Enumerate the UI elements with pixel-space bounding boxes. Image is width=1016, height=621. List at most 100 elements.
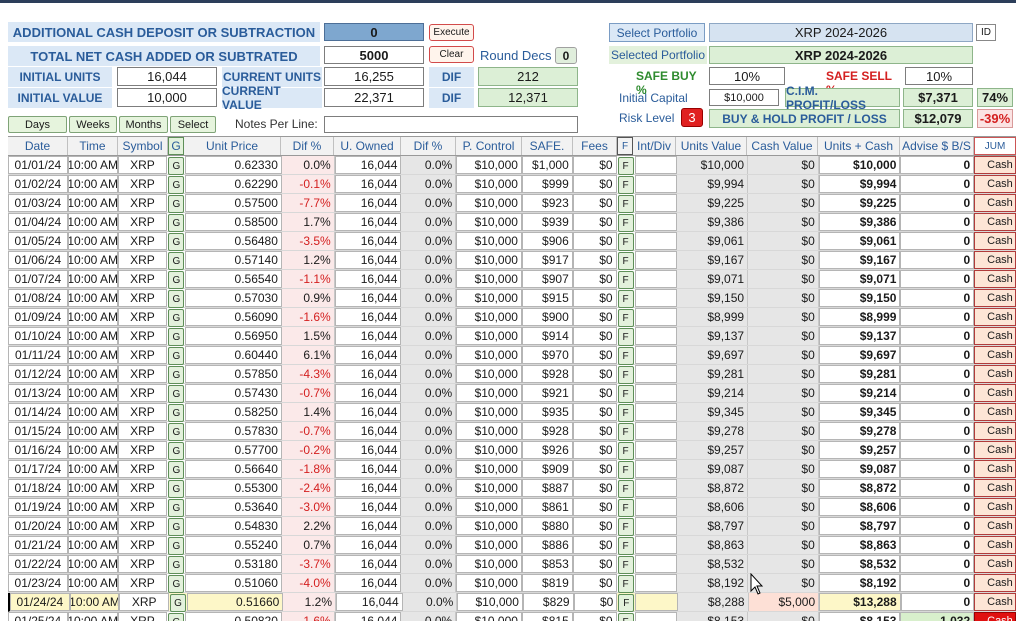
row-unit-price[interactable]: 0.58500	[185, 213, 282, 231]
row-g-button[interactable]: G	[168, 157, 185, 175]
row-units-owned[interactable]: 16,044	[334, 460, 402, 478]
row-time[interactable]: 10:00 AM	[67, 232, 118, 250]
row-f-button[interactable]: F	[617, 233, 634, 251]
row-symbol[interactable]: XRP	[117, 555, 168, 573]
row-int-div[interactable]	[634, 365, 678, 383]
row-units-owned[interactable]: 16,044	[334, 479, 402, 497]
row-safe[interactable]: $928	[521, 422, 573, 440]
row-f-button[interactable]: F	[617, 575, 634, 593]
row-p-control[interactable]: $10,000	[456, 251, 522, 269]
row-int-div[interactable]	[634, 555, 678, 573]
table-row[interactable]: 01/07/24 10:00 AM XRP G 0.56540 -1.1% 16,044 0.…	[8, 270, 1016, 289]
safe-sell-input[interactable]: 10%	[905, 67, 973, 85]
row-units-owned[interactable]: 16,044	[334, 308, 402, 326]
row-int-div[interactable]	[634, 422, 678, 440]
select-portfolio-button[interactable]: Select Portfolio	[609, 23, 705, 42]
row-fees[interactable]: $0	[572, 555, 617, 573]
row-f-button[interactable]: F	[617, 366, 634, 384]
col-p-control[interactable]: P. Control	[456, 137, 522, 155]
table-row[interactable]: 01/05/24 10:00 AM XRP G 0.56480 -3.5% 16,044 0.…	[8, 232, 1016, 251]
row-safe[interactable]: $900	[521, 308, 573, 326]
row-g-button[interactable]: G	[168, 214, 185, 232]
table-row[interactable]: 01/01/24 10:00 AM XRP G 0.62330 0.0% 16,044 0.0…	[8, 156, 1016, 175]
row-date[interactable]: 01/05/24	[8, 232, 68, 250]
row-fees[interactable]: $0	[572, 270, 617, 288]
risk-level-badge[interactable]: 3	[681, 108, 703, 127]
row-units-owned[interactable]: 16,044	[334, 517, 402, 535]
row-safe[interactable]: $907	[521, 270, 573, 288]
row-g-button[interactable]: G	[168, 328, 185, 346]
row-fees[interactable]: $0	[572, 498, 617, 516]
initial-capital-input[interactable]: $10,000	[709, 89, 779, 106]
row-f-button[interactable]: F	[618, 594, 635, 612]
id-button[interactable]: ID	[976, 24, 996, 41]
col-units-plus-cash[interactable]: Units + Cash	[818, 137, 900, 155]
row-units-owned[interactable]: 16,044	[334, 536, 402, 554]
row-date[interactable]: 01/02/24	[8, 175, 68, 193]
table-row[interactable]: 01/02/24 10:00 AM XRP G 0.62290 -0.1% 16,044 0.…	[8, 175, 1016, 194]
row-symbol[interactable]: XRP	[117, 270, 168, 288]
row-g-button[interactable]: G	[168, 518, 185, 536]
row-f-button[interactable]: F	[617, 252, 634, 270]
col-date[interactable]: Date	[8, 137, 68, 155]
row-cash-button[interactable]: Cash	[974, 441, 1016, 459]
row-int-div[interactable]	[634, 156, 678, 174]
row-cash-button[interactable]: Cash	[974, 384, 1016, 402]
row-unit-price[interactable]: 0.56950	[185, 327, 282, 345]
row-symbol[interactable]: XRP	[117, 365, 168, 383]
row-p-control[interactable]: $10,000	[456, 194, 522, 212]
row-date[interactable]: 01/24/24	[10, 593, 70, 611]
row-g-button[interactable]: G	[168, 347, 185, 365]
table-row[interactable]: 01/19/24 10:00 AM XRP G 0.53640 -3.0% 16,044 0.…	[8, 498, 1016, 517]
row-f-button[interactable]: F	[617, 480, 634, 498]
row-g-button[interactable]: G	[168, 195, 185, 213]
row-f-button[interactable]: F	[617, 518, 634, 536]
row-date[interactable]: 01/16/24	[8, 441, 68, 459]
row-fees[interactable]: $0	[572, 422, 617, 440]
row-safe[interactable]: $914	[521, 327, 573, 345]
row-g-button[interactable]: G	[168, 423, 185, 441]
table-row[interactable]: 01/04/24 10:00 AM XRP G 0.58500 1.7% 16,044 0.0…	[8, 213, 1016, 232]
row-int-div[interactable]	[634, 289, 678, 307]
row-unit-price[interactable]: 0.56480	[185, 232, 282, 250]
row-fees[interactable]: $0	[572, 232, 617, 250]
row-units-owned[interactable]: 16,044	[334, 156, 402, 174]
row-g-button[interactable]: G	[168, 366, 185, 384]
row-unit-price[interactable]: 0.53640	[185, 498, 282, 516]
row-fees[interactable]: $0	[573, 593, 618, 611]
row-p-control[interactable]: $10,000	[456, 232, 522, 250]
row-safe[interactable]: $923	[521, 194, 573, 212]
row-date[interactable]: 01/22/24	[8, 555, 68, 573]
row-time[interactable]: 10:00 AM	[67, 251, 118, 269]
row-f-button[interactable]: F	[617, 309, 634, 327]
row-date[interactable]: 01/19/24	[8, 498, 68, 516]
row-fees[interactable]: $0	[572, 327, 617, 345]
row-units-owned[interactable]: 16,044	[334, 441, 402, 459]
row-g-button[interactable]: G	[168, 309, 185, 327]
row-units-owned[interactable]: 16,044	[334, 232, 402, 250]
row-cash-button[interactable]: Cash	[974, 194, 1016, 212]
row-fees[interactable]: $0	[572, 403, 617, 421]
row-cash-button[interactable]: Cash	[974, 289, 1016, 307]
row-date[interactable]: 01/23/24	[8, 574, 68, 592]
row-units-owned[interactable]: 16,044	[334, 270, 402, 288]
row-p-control[interactable]: $10,000	[456, 365, 522, 383]
row-unit-price[interactable]: 0.57140	[185, 251, 282, 269]
table-row[interactable]: 01/11/24 10:00 AM XRP G 0.60440 6.1% 16,044 0.0…	[8, 346, 1016, 365]
row-symbol[interactable]: XRP	[117, 441, 168, 459]
row-safe[interactable]: $915	[521, 289, 573, 307]
row-time[interactable]: 10:00 AM	[67, 308, 118, 326]
row-p-control[interactable]: $10,000	[456, 327, 522, 345]
row-int-div[interactable]	[634, 327, 678, 345]
row-fees[interactable]: $0	[572, 175, 617, 193]
row-f-button[interactable]: F	[617, 271, 634, 289]
row-cash-button[interactable]: Cash	[974, 346, 1016, 364]
row-safe[interactable]: $921	[521, 384, 573, 402]
row-date[interactable]: 01/14/24	[8, 403, 68, 421]
row-fees[interactable]: $0	[572, 441, 617, 459]
row-unit-price[interactable]: 0.53180	[185, 555, 282, 573]
row-units-owned[interactable]: 16,044	[334, 498, 402, 516]
row-g-button[interactable]: G	[168, 252, 185, 270]
table-row[interactable]: 01/06/24 10:00 AM XRP G 0.57140 1.2% 16,044 0.0…	[8, 251, 1016, 270]
row-fees[interactable]: $0	[572, 536, 617, 554]
